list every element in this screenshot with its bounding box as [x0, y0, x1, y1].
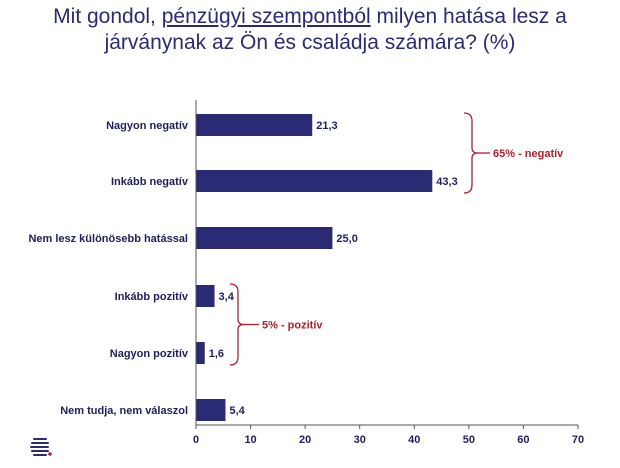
category-label-4: Nagyon pozitív: [110, 348, 189, 360]
x-tick-label-0: 0: [193, 434, 199, 446]
logo-icon: [30, 438, 52, 456]
bar-5: [196, 399, 226, 421]
value-label-3: 3,4: [219, 291, 235, 303]
x-tick-label-4: 40: [408, 434, 420, 446]
value-label-2: 25,0: [336, 233, 357, 245]
x-tick-label-5: 50: [463, 434, 475, 446]
bars-group: [196, 114, 433, 421]
bar-2: [196, 227, 333, 249]
category-label-2: Nem lesz különösebb hatással: [28, 233, 188, 245]
annotation-label-0: 65% - negatív: [493, 148, 564, 160]
title-part1: Mit gondol,: [53, 5, 162, 28]
title-part2: milyen hatása lesz a: [370, 5, 567, 28]
brackets-group: 65% - negatív 5% - pozitív: [229, 112, 564, 366]
labels-group: Nagyon negatív 21,3 Inkább negatív 43,3 Nem …: [28, 120, 457, 417]
bar-1: [196, 170, 433, 192]
bar-3: [196, 285, 215, 307]
x-tick-label-3: 30: [354, 434, 366, 446]
bracket-0: [463, 112, 479, 194]
value-label-4: 1,6: [209, 348, 224, 360]
x-tick-label-1: 10: [244, 434, 256, 446]
bar-4: [196, 342, 205, 364]
category-label-5: Nem tudja, nem válaszol: [60, 405, 188, 417]
annotation-label-1: 5% - pozitív: [262, 320, 323, 332]
x-tick-label-7: 70: [572, 434, 584, 446]
category-label-0: Nagyon negatív: [106, 120, 189, 132]
x-tick-label-2: 20: [299, 434, 311, 446]
x-tick-label-6: 60: [517, 434, 529, 446]
category-label-1: Inkább negatív: [111, 176, 189, 188]
title-underlined: pénzügyi szempontból: [161, 5, 371, 28]
title-line2: járványnak az Ön és családja számára? (%…: [104, 31, 516, 54]
bar-0: [196, 114, 313, 136]
value-label-1: 43,3: [436, 176, 457, 188]
x-axis: 0 10 20 30 40 50 60 70: [193, 100, 584, 446]
value-label-0: 21,3: [316, 120, 337, 132]
value-label-5: 5,4: [229, 405, 245, 417]
chart-title: Mit gondol, pénzügyi szempontból milyen …: [0, 4, 620, 56]
category-label-3: Inkább pozitív: [115, 291, 189, 303]
